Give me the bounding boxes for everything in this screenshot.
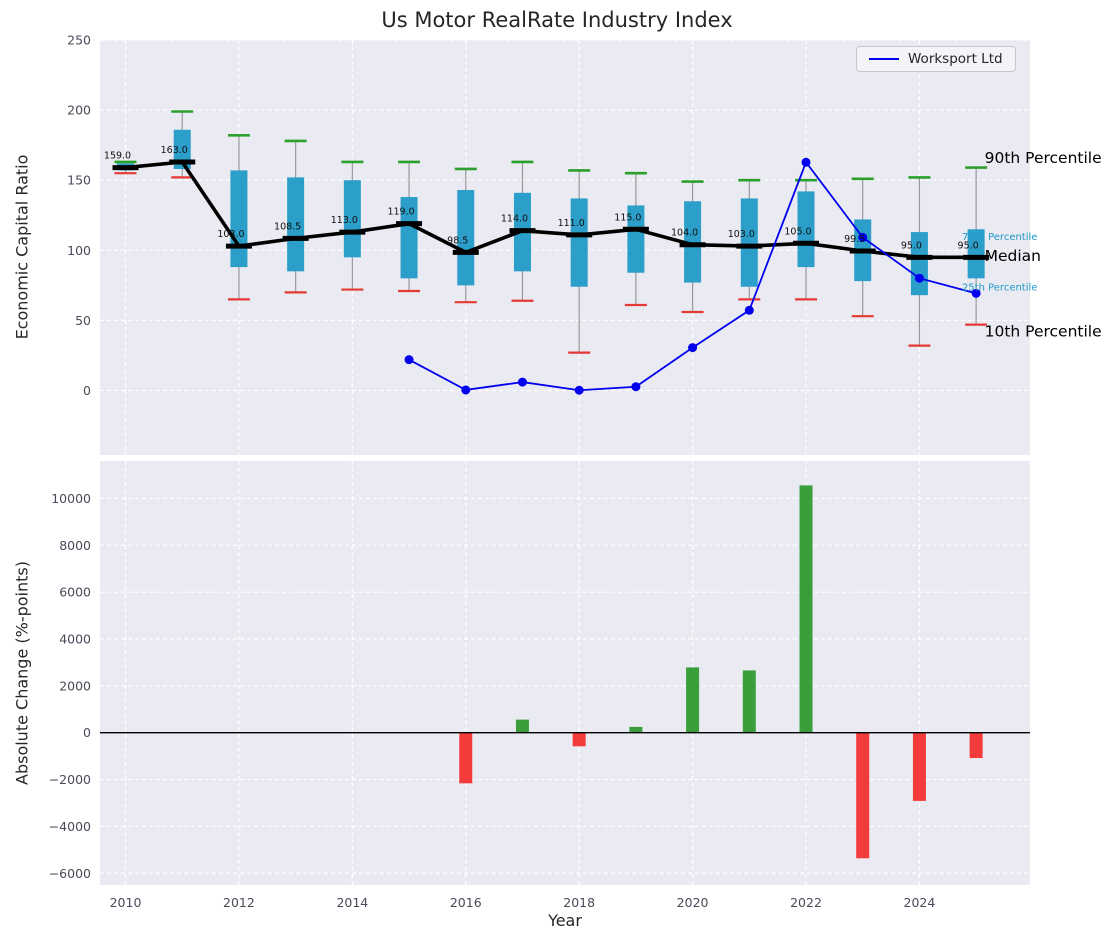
median-label-2010: 159.0 (104, 151, 131, 162)
annotation-25th-percentile: 25th Percentile (962, 282, 1037, 293)
x-tick-label: 2018 (563, 895, 595, 910)
y-tick-label-bottom: 2000 (59, 678, 91, 693)
median-label-2021: 103.0 (728, 229, 755, 240)
box-2025 (967, 229, 985, 279)
chart-title: Us Motor RealRate Industry Index (381, 8, 733, 32)
median-label-2013: 108.5 (274, 221, 301, 232)
worksport-point-2024 (914, 273, 924, 283)
bar-2020 (686, 667, 700, 733)
x-tick-label: 2020 (677, 895, 709, 910)
worksport-point-2017 (517, 377, 527, 387)
legend-line-sample (869, 58, 899, 60)
median-label-2023: 99.5 (844, 234, 865, 245)
median-label-2017: 114.0 (501, 214, 528, 225)
x-tick-label: 2010 (110, 895, 142, 910)
median-label-2022: 105.0 (784, 226, 811, 237)
y-axis-label-bottom: Absolute Change (%-points) (12, 561, 32, 785)
y-tick-label-top: 200 (67, 103, 91, 118)
box-2018 (570, 198, 588, 287)
worksport-point-2022 (801, 157, 811, 167)
x-tick-label: 2022 (790, 895, 822, 910)
legend-label: Worksport Ltd (908, 51, 1003, 67)
bar-2018 (572, 732, 586, 747)
median-label-2015: 119.0 (387, 207, 414, 218)
box-2019 (627, 205, 645, 273)
median-label-2020: 104.0 (671, 228, 698, 239)
x-tick-label: 2016 (450, 895, 482, 910)
worksport-point-2018 (574, 385, 584, 395)
median-label-2012: 103.0 (217, 229, 244, 240)
bar-2017 (515, 719, 529, 733)
x-tick-label: 2012 (223, 895, 255, 910)
median-label-2025: 95.0 (958, 240, 979, 251)
median-label-2016: 98.5 (447, 235, 468, 246)
y-tick-label-bottom: 10000 (51, 491, 91, 506)
bar-2019 (629, 726, 643, 733)
box-2013 (287, 177, 305, 272)
y-tick-label-bottom: −6000 (49, 866, 91, 881)
x-tick-label: 2024 (904, 895, 936, 910)
bar-2023 (856, 732, 870, 859)
box-2021 (740, 198, 758, 287)
bar-2024 (912, 732, 926, 801)
worksport-point-2025 (971, 288, 981, 298)
bar-2016 (459, 732, 473, 784)
median-line (125, 160, 977, 260)
worksport-point-2020 (688, 343, 698, 353)
bar-2022 (799, 485, 813, 733)
y-tick-label-bottom: −2000 (49, 772, 91, 787)
y-axis-label-top: Economic Capital Ratio (12, 154, 32, 340)
worksport-point-2019 (631, 382, 641, 392)
annotation-75th-percentile: 75th Percentile (962, 232, 1037, 243)
box-2015 (400, 197, 418, 279)
box-2022 (797, 191, 815, 268)
legend: Worksport Ltd (856, 46, 1016, 72)
y-tick-label-bottom: 6000 (59, 585, 91, 600)
median-label-2019: 115.0 (614, 212, 641, 223)
box-2012 (230, 170, 248, 268)
y-tick-label-top: 150 (67, 173, 91, 188)
y-tick-label-top: 50 (75, 313, 91, 328)
median-label-2014: 113.0 (331, 215, 358, 226)
box-2020 (684, 201, 702, 283)
bar-2025 (969, 732, 983, 759)
top-plot-area (100, 40, 1030, 455)
x-axis-label: Year (548, 911, 582, 930)
x-tick-label: 2014 (336, 895, 368, 910)
box-2016 (457, 190, 475, 286)
worksport-point-2016 (461, 385, 471, 395)
median-label-2024: 95.0 (901, 240, 922, 251)
annotation-median: Median (985, 247, 1041, 265)
annotation-90th-percentile: 90th Percentile (985, 149, 1102, 167)
annotation-10th-percentile: 10th Percentile (985, 323, 1102, 341)
box-2011 (173, 129, 191, 169)
y-tick-label-bottom: 8000 (59, 538, 91, 553)
bar-2021 (742, 670, 756, 733)
worksport-point-2023 (858, 232, 868, 242)
worksport-point-2021 (744, 305, 754, 315)
worksport-point-2015 (404, 355, 414, 365)
y-tick-label-bottom: 4000 (59, 632, 91, 647)
y-tick-label-top: 100 (67, 243, 91, 258)
y-tick-label-top: 0 (83, 383, 91, 398)
y-tick-label-bottom: −4000 (49, 819, 91, 834)
median-label-2018: 111.0 (558, 218, 585, 229)
y-tick-label-bottom: 0 (83, 725, 91, 740)
bottom-plot-area (100, 461, 1030, 885)
box-2014 (343, 180, 361, 258)
y-tick-label-top: 250 (67, 33, 91, 48)
median-label-2011: 163.0 (161, 145, 188, 156)
